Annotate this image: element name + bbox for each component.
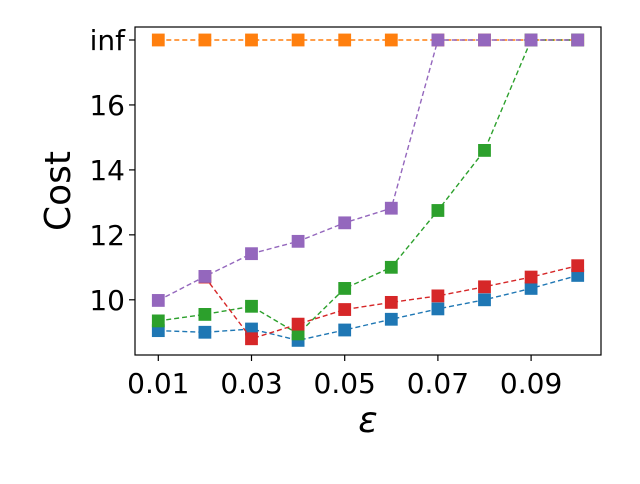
x-tick-label: 0.07 (407, 367, 469, 400)
data-point (571, 259, 585, 273)
x-tick-label: 0.05 (314, 367, 376, 400)
series-line (157, 39, 578, 302)
data-point (245, 299, 258, 313)
data-point (384, 295, 398, 309)
data-point (384, 260, 398, 274)
data-point (245, 332, 258, 346)
data-point (151, 33, 165, 47)
x-tick-label: 0.03 (220, 367, 282, 400)
series-line (158, 274, 578, 342)
data-point (291, 33, 305, 47)
y-tick-label: 14 (89, 154, 125, 187)
series-line (204, 265, 578, 340)
data-point (338, 303, 352, 316)
data-point (431, 33, 445, 47)
data-point (198, 325, 212, 339)
series-5 (151, 33, 585, 307)
data-point (384, 33, 398, 47)
data-point (338, 216, 352, 230)
y-tick-label: inf (90, 24, 127, 57)
data-point (478, 33, 491, 47)
data-point (151, 294, 165, 307)
y-tick-label: 16 (89, 89, 125, 122)
series-line (158, 39, 578, 335)
data-point (524, 33, 538, 47)
chart-marks (151, 33, 585, 347)
data-point (291, 234, 305, 248)
data-point (151, 314, 165, 328)
data-point (571, 33, 585, 47)
x-tick-label: 0.09 (500, 367, 562, 400)
y-tick-label: 10 (89, 284, 125, 317)
data-point (431, 302, 445, 316)
data-point (338, 282, 352, 295)
data-point (431, 289, 445, 303)
data-point (384, 201, 398, 215)
data-point (478, 280, 491, 294)
x-axis-label: ε (358, 400, 377, 441)
series-1 (151, 269, 585, 347)
data-point (524, 282, 538, 295)
data-point (384, 312, 398, 326)
data-point (338, 33, 352, 47)
data-point (524, 270, 538, 284)
data-point (198, 308, 212, 321)
y-tick-label: 12 (89, 219, 125, 252)
data-point (245, 33, 258, 47)
x-axis: 0.01 0.03 0.05 0.07 0.09 (127, 355, 562, 400)
plot-area-frame (134, 26, 602, 356)
data-point (245, 247, 258, 261)
y-axis-label: Cost (38, 151, 79, 231)
data-point (338, 323, 352, 337)
data-point (478, 293, 491, 307)
data-point (478, 144, 491, 157)
data-point (198, 270, 212, 283)
y-axis: 10 12 14 16 inf (89, 24, 135, 317)
data-point (291, 317, 305, 331)
data-point (198, 33, 212, 47)
x-tick-label: 0.01 (127, 367, 189, 400)
data-point (431, 204, 445, 217)
